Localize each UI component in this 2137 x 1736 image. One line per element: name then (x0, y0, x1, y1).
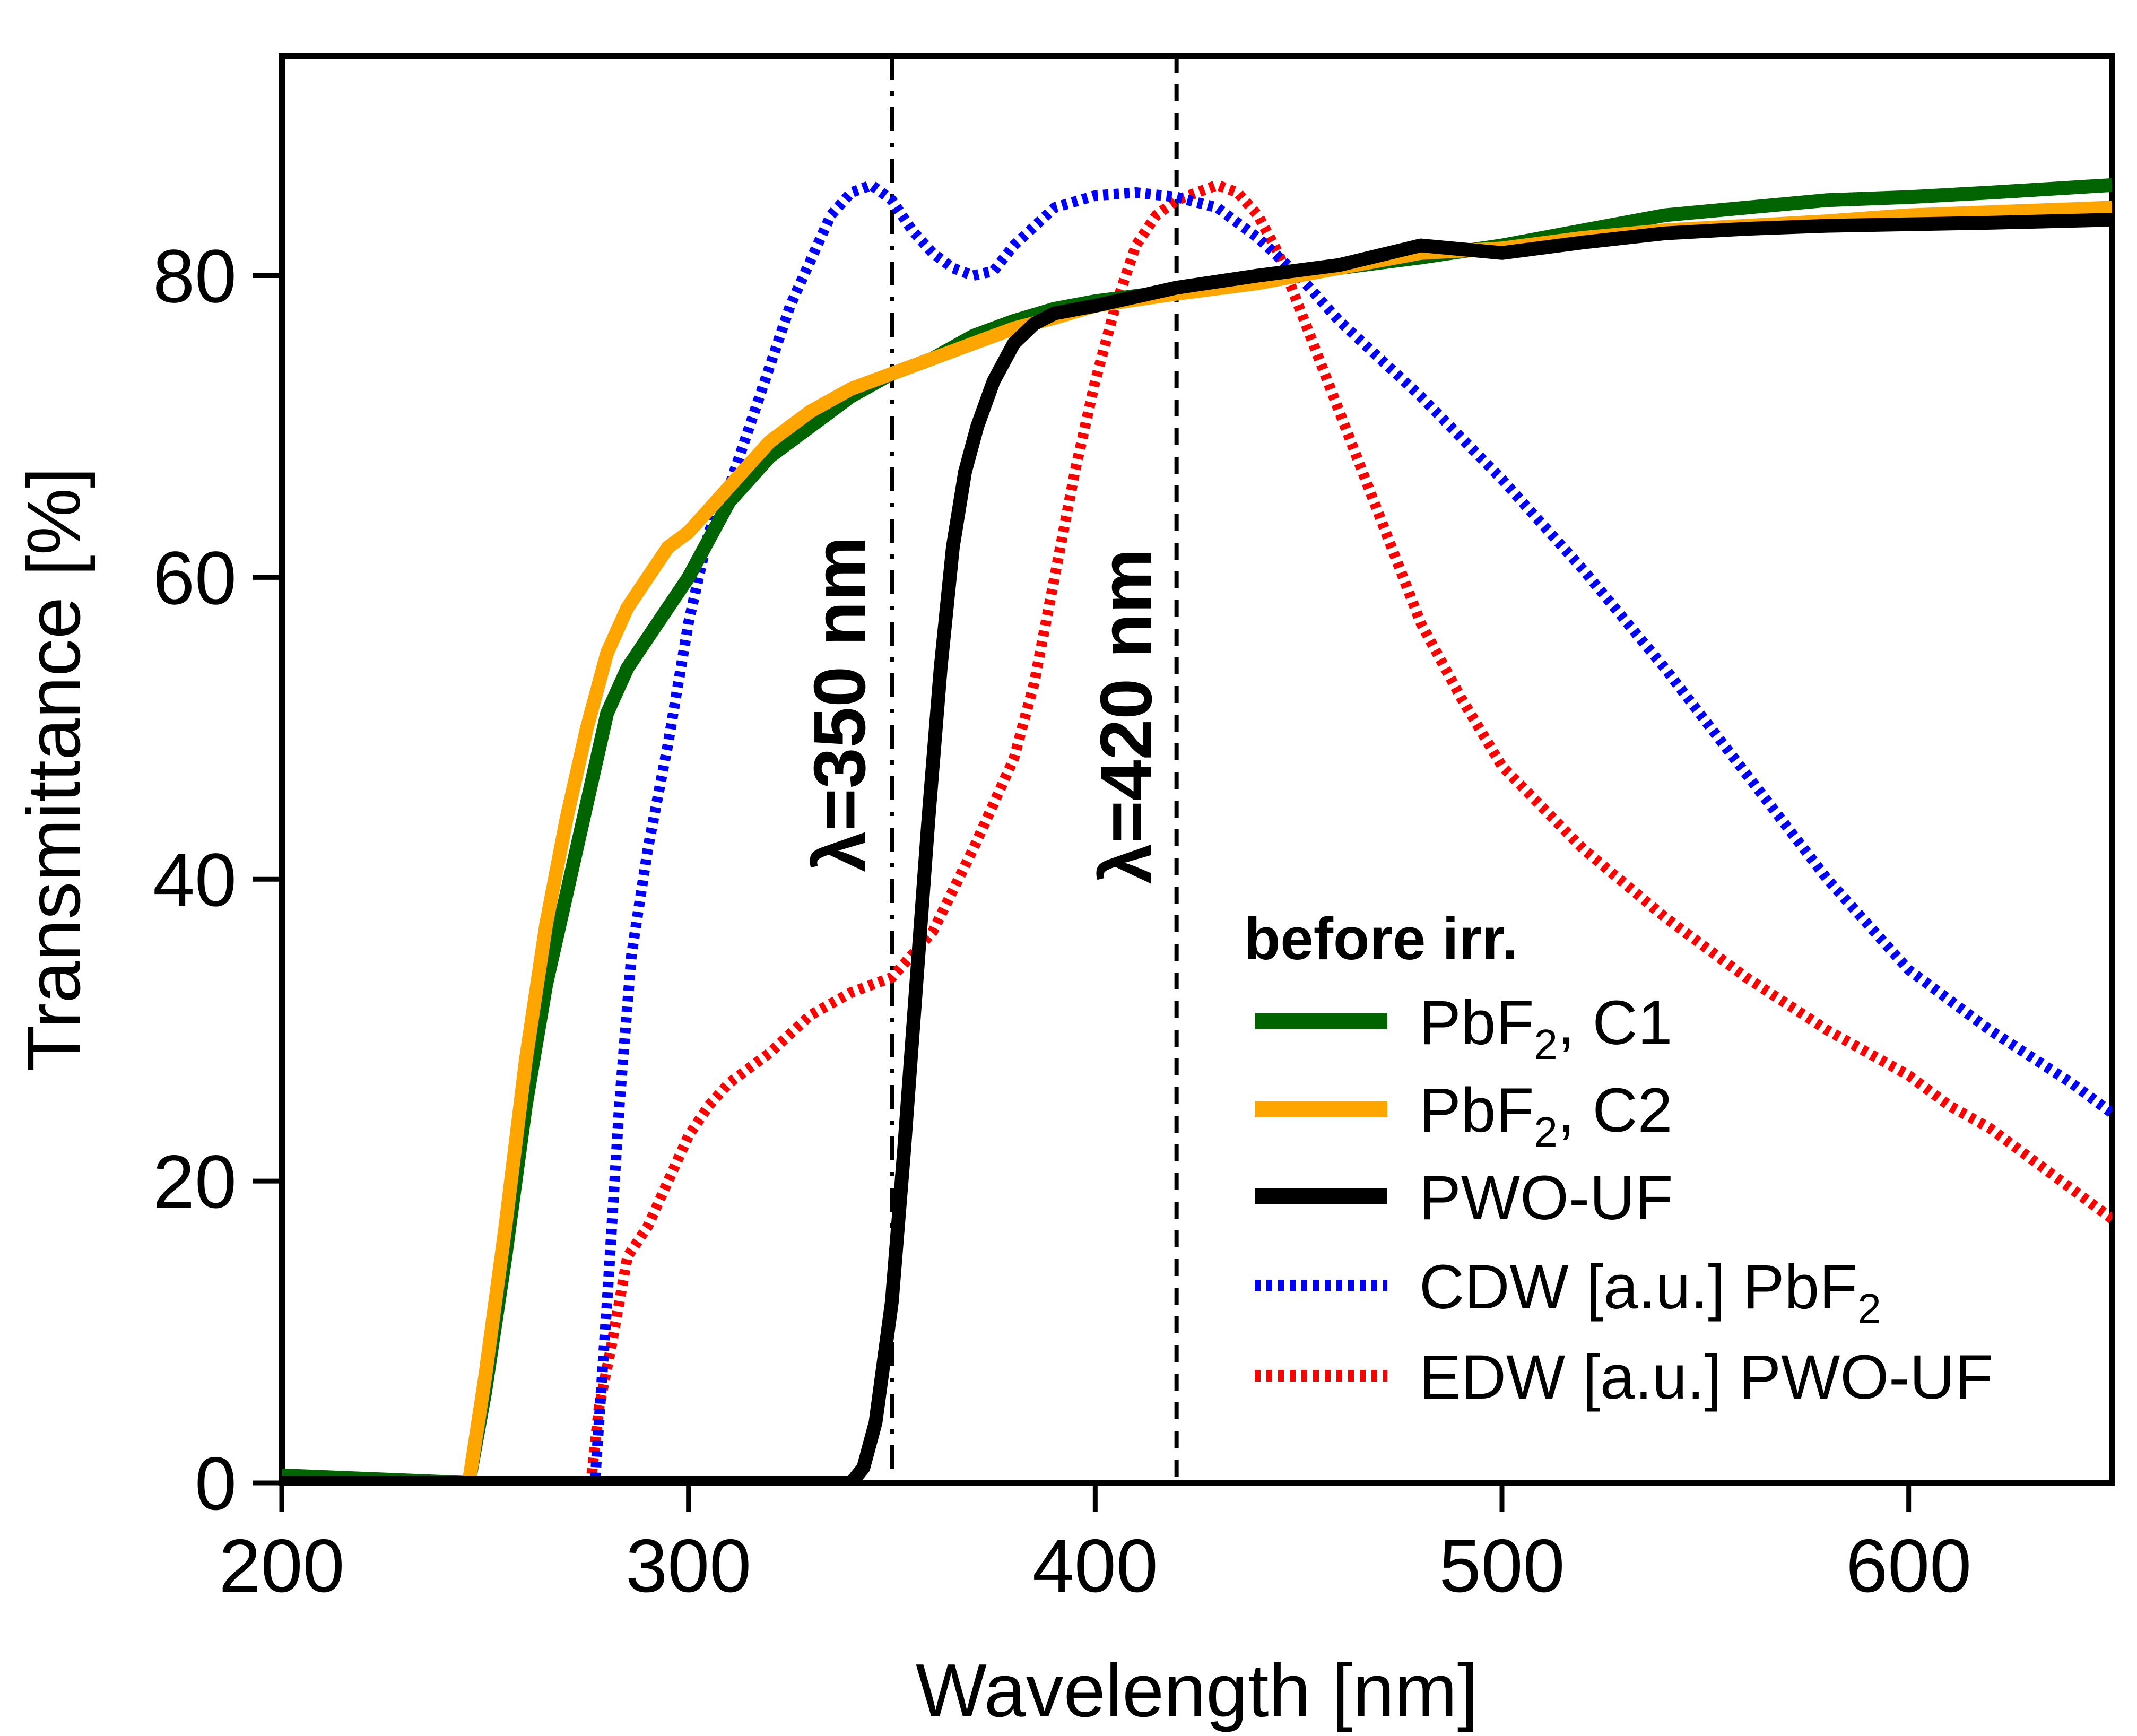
legend-label-c1: PbF2, C1 (1419, 988, 1672, 1068)
legend-label-c2: PbF2, C2 (1419, 1075, 1672, 1156)
x-tick-label-400: 400 (1032, 1524, 1158, 1608)
y-tick-label-0: 0 (195, 1442, 237, 1526)
annotation-420nm: λ=420 nm (1085, 549, 1167, 884)
x-tick-label-500: 500 (1439, 1524, 1565, 1608)
x-tick-label-200: 200 (219, 1524, 345, 1608)
y-tick-label-60: 60 (153, 536, 237, 620)
annotation-350nm: λ=350 nm (799, 536, 881, 872)
plot-frame (279, 53, 2115, 1486)
legend-title: before irr. (1244, 906, 1518, 972)
y-tick-label-20: 20 (153, 1140, 237, 1224)
legend: before irr. PbF2, C1 PbF2, C2 PWO-UF CDW… (1244, 906, 1993, 1412)
y-axis-title: Transmittance [%] (12, 467, 96, 1072)
x-axis-title: Wavelength [nm] (916, 1648, 1478, 1733)
legend-label-pwo: PWO-UF (1419, 1163, 1673, 1233)
x-tick-label-300: 300 (626, 1524, 751, 1608)
y-tick-label-80: 80 (153, 234, 237, 318)
legend-label-cdw: CDW [a.u.] PbF2 (1419, 1252, 1881, 1332)
x-tick-label-600: 600 (1846, 1524, 1971, 1608)
series-line-edw-a-u-pwo-uf (282, 179, 2112, 1483)
y-tick-label-40: 40 (153, 838, 237, 922)
series-line-pwo-uf (282, 213, 2112, 1483)
series-line-cdw-a-u-pbf2 (282, 179, 2112, 1483)
legend-label-edw: EDW [a.u.] PWO-UF (1419, 1342, 1993, 1412)
